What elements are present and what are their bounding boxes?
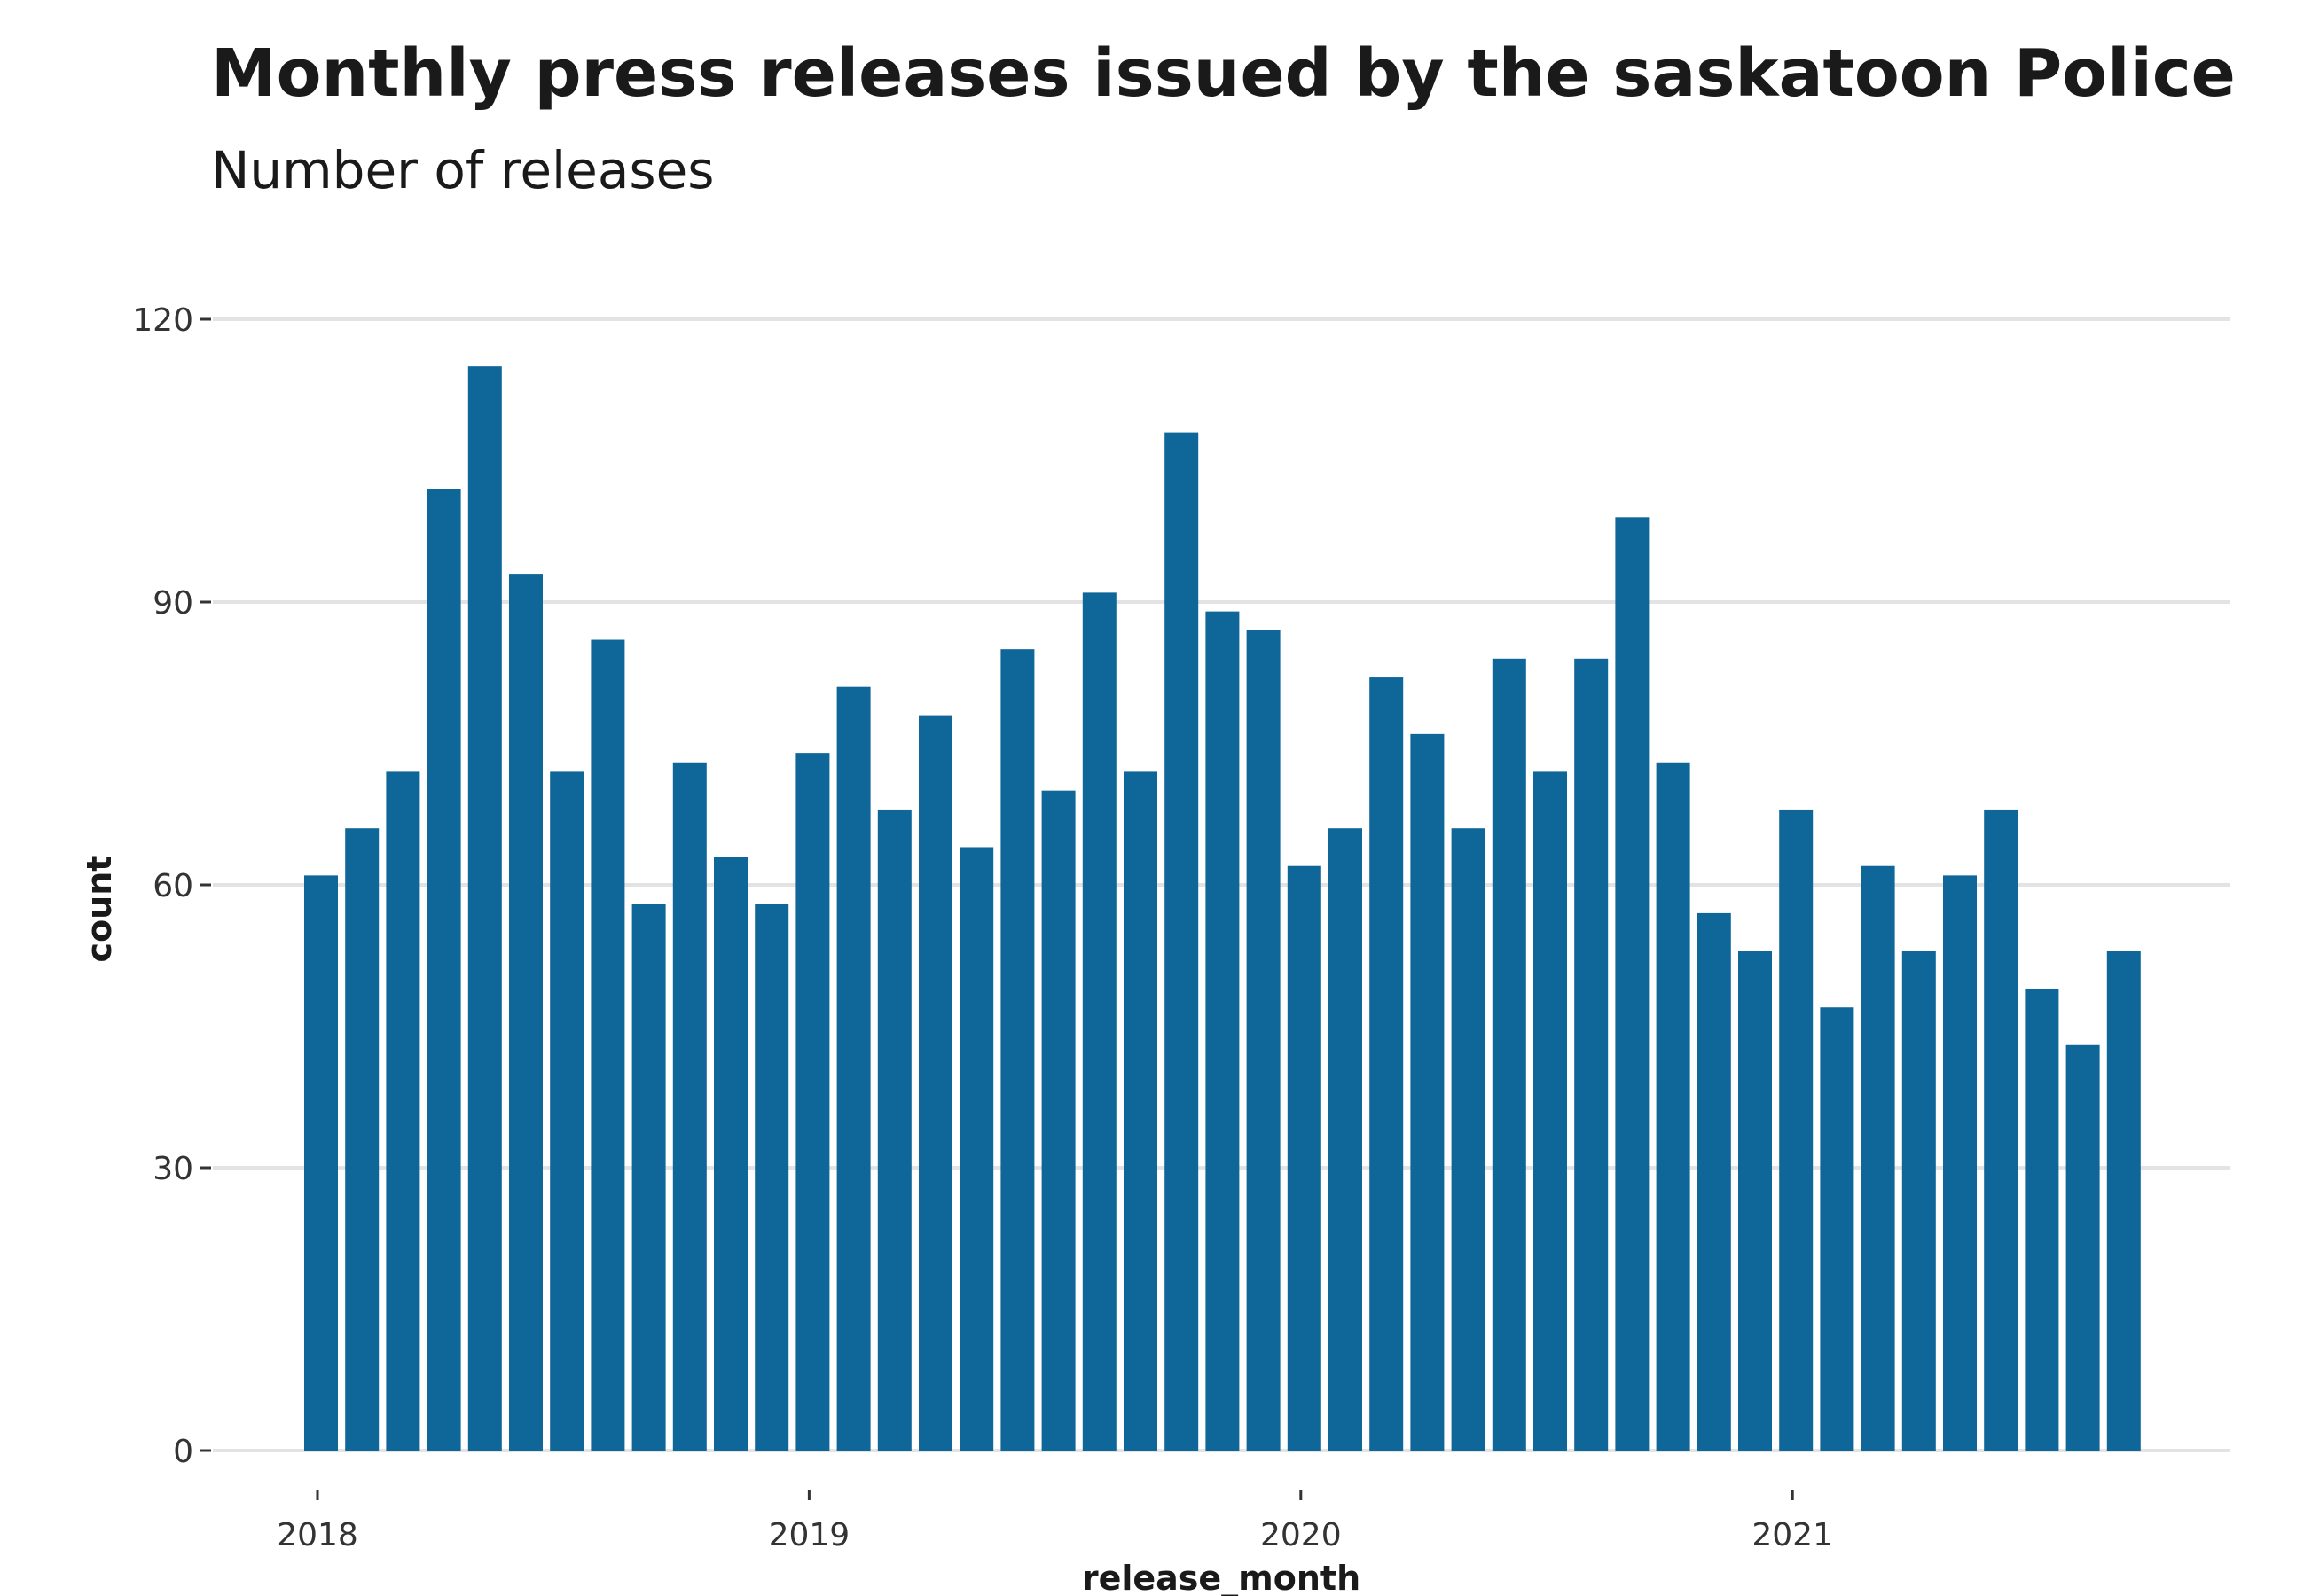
bar xyxy=(795,753,830,1451)
bar xyxy=(714,857,748,1451)
bar xyxy=(1451,828,1485,1451)
bar xyxy=(877,809,912,1451)
bar xyxy=(1246,630,1281,1451)
x-tick-label: 2018 xyxy=(277,1517,358,1553)
bar xyxy=(1615,517,1650,1451)
bar xyxy=(550,771,584,1451)
bar xyxy=(2065,1044,2100,1451)
bar xyxy=(1287,865,1321,1451)
bar xyxy=(672,762,707,1451)
bar xyxy=(755,904,789,1451)
bar xyxy=(1164,432,1199,1451)
y-axis: 0 30 60 90 120 xyxy=(132,302,211,1470)
bar xyxy=(304,875,338,1451)
y-tick-label: 60 xyxy=(153,868,193,904)
bar xyxy=(1328,828,1362,1451)
bar xyxy=(1779,809,1814,1451)
bar xyxy=(509,574,543,1451)
bar xyxy=(1943,875,1977,1451)
x-tick-label: 2019 xyxy=(769,1517,850,1553)
y-tick-label: 120 xyxy=(132,302,193,339)
x-tick-label: 2021 xyxy=(1752,1517,1833,1553)
bar xyxy=(591,639,625,1451)
bar xyxy=(467,366,502,1451)
bar xyxy=(1369,677,1404,1451)
x-axis-title: release_month xyxy=(1082,1559,1360,1596)
bar xyxy=(960,847,994,1451)
chart-title: Monthly press releases issued by the sas… xyxy=(211,35,2236,112)
chart-subtitle: Number of releases xyxy=(211,140,715,200)
y-tick-label: 30 xyxy=(153,1151,193,1187)
bar xyxy=(2106,951,2141,1451)
bar xyxy=(631,904,666,1451)
y-tick-label: 0 xyxy=(173,1434,193,1470)
bar xyxy=(1041,790,1076,1451)
y-axis-title: count xyxy=(80,856,119,963)
bar xyxy=(1492,658,1526,1451)
bar xyxy=(1820,1007,1854,1451)
bar-series xyxy=(304,366,2141,1451)
bar xyxy=(1533,771,1567,1451)
bar xyxy=(1901,951,1936,1451)
y-tick-label: 90 xyxy=(153,585,193,622)
bar xyxy=(1082,592,1117,1451)
bar xyxy=(1205,611,1240,1451)
bar xyxy=(2025,988,2059,1451)
bar xyxy=(427,489,461,1451)
bar xyxy=(1697,912,1731,1451)
bar xyxy=(1000,649,1035,1451)
bar xyxy=(1656,762,1690,1451)
bar xyxy=(1410,733,1445,1451)
bar xyxy=(1738,951,1772,1451)
x-tick-label: 2020 xyxy=(1260,1517,1342,1553)
bar xyxy=(919,715,952,1451)
bar xyxy=(1984,809,2018,1451)
bar xyxy=(1861,865,1895,1451)
bar xyxy=(345,828,380,1451)
bar xyxy=(1124,771,1157,1451)
bar xyxy=(836,686,871,1451)
bar xyxy=(386,771,420,1451)
bar xyxy=(1574,658,1609,1451)
x-axis: 2018 2019 2020 2021 xyxy=(277,1490,1833,1553)
